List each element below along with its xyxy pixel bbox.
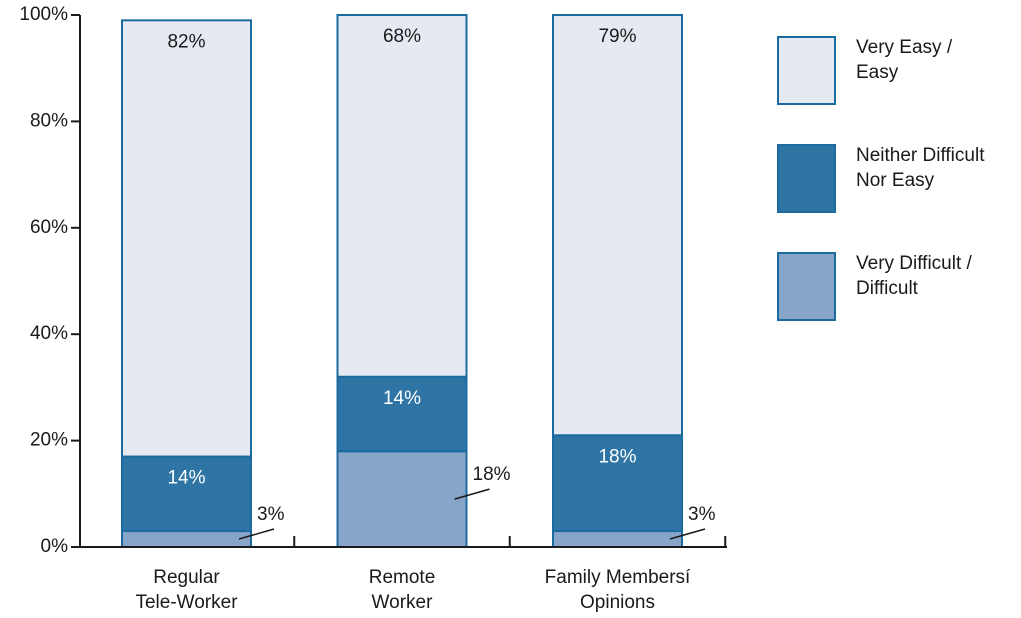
y-tick-label: 100% <box>19 4 68 25</box>
bar-segment <box>121 455 252 533</box>
value-label: 14% <box>167 468 205 489</box>
value-label: 18% <box>598 446 636 467</box>
bar-segment <box>336 375 468 453</box>
bar-segment <box>121 19 252 458</box>
value-label: 18% <box>473 464 511 485</box>
y-tick-label: 0% <box>41 536 69 557</box>
legend-label: Very Difficult / Difficult <box>856 253 972 299</box>
value-label: 3% <box>688 504 716 525</box>
bar-segment <box>121 530 252 548</box>
x-tick-label: Family Membersí Opinions <box>544 567 691 613</box>
leader-line <box>454 488 490 500</box>
x-tick-label: Regular Tele-Worker <box>135 567 238 613</box>
bar-segment <box>336 450 468 548</box>
y-tick-label: 40% <box>30 323 68 344</box>
y-tick-label: 20% <box>30 430 68 451</box>
bar-segment <box>552 14 683 437</box>
x-tick-label: Remote Worker <box>368 567 436 613</box>
legend-label: Neither Difficult Nor Easy <box>856 145 985 191</box>
value-label: 3% <box>257 504 285 525</box>
legend-swatch <box>777 144 836 213</box>
legend-swatch <box>777 252 836 321</box>
bar-segment <box>552 530 683 548</box>
value-label: 82% <box>167 31 205 52</box>
legend-label: Very Easy / Easy <box>856 37 953 83</box>
value-label: 14% <box>383 388 421 409</box>
value-label: 68% <box>383 26 421 47</box>
y-tick-label: 80% <box>30 110 68 131</box>
bar-segment <box>336 14 468 378</box>
legend-swatch <box>777 36 836 105</box>
y-tick-label: 60% <box>30 217 68 238</box>
leader-line <box>669 528 706 540</box>
value-label: 79% <box>598 26 636 47</box>
leader-line <box>238 528 275 540</box>
